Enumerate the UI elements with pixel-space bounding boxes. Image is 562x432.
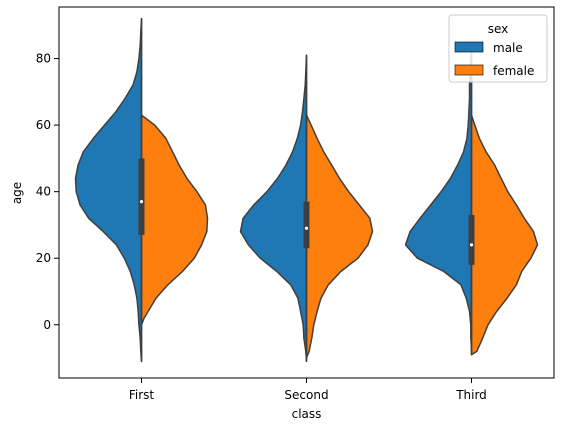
violin-second-male	[239, 54, 308, 363]
legend-label-female: female	[493, 64, 534, 78]
x-tick-label: First	[129, 388, 155, 402]
violin-third-male	[404, 51, 473, 349]
y-tick-label: 60	[36, 118, 51, 132]
y-tick-label: 40	[36, 185, 51, 199]
violin-third-iqr-box	[468, 214, 475, 265]
violins-layer	[74, 17, 539, 363]
legend: sex male female	[448, 14, 548, 83]
violin-second-iqr-box	[303, 201, 310, 249]
violin-third-median	[469, 243, 474, 247]
legend-label-male: male	[493, 41, 523, 55]
violin-second-female	[305, 114, 374, 359]
legend-title: sex	[488, 22, 509, 36]
violin-first-iqr-box	[138, 158, 145, 235]
y-axis: 0 20 40 60 80	[36, 52, 59, 332]
x-axis: First Second Third	[129, 378, 487, 402]
violin-third-female	[470, 114, 539, 356]
x-axis-label: class	[292, 407, 322, 421]
violin-first-median	[139, 200, 144, 204]
y-tick-label: 0	[43, 318, 51, 332]
violin-first-female	[140, 114, 209, 326]
y-axis-label: age	[10, 182, 24, 204]
violin-first-male	[74, 17, 143, 363]
y-tick-label: 20	[36, 251, 51, 265]
legend-swatch-female	[454, 64, 484, 76]
x-tick-label: Third	[455, 388, 487, 402]
y-tick-label: 80	[36, 52, 51, 66]
legend-swatch-male	[454, 41, 484, 53]
violin-second-median	[304, 226, 309, 230]
x-tick-label: Second	[284, 388, 328, 402]
